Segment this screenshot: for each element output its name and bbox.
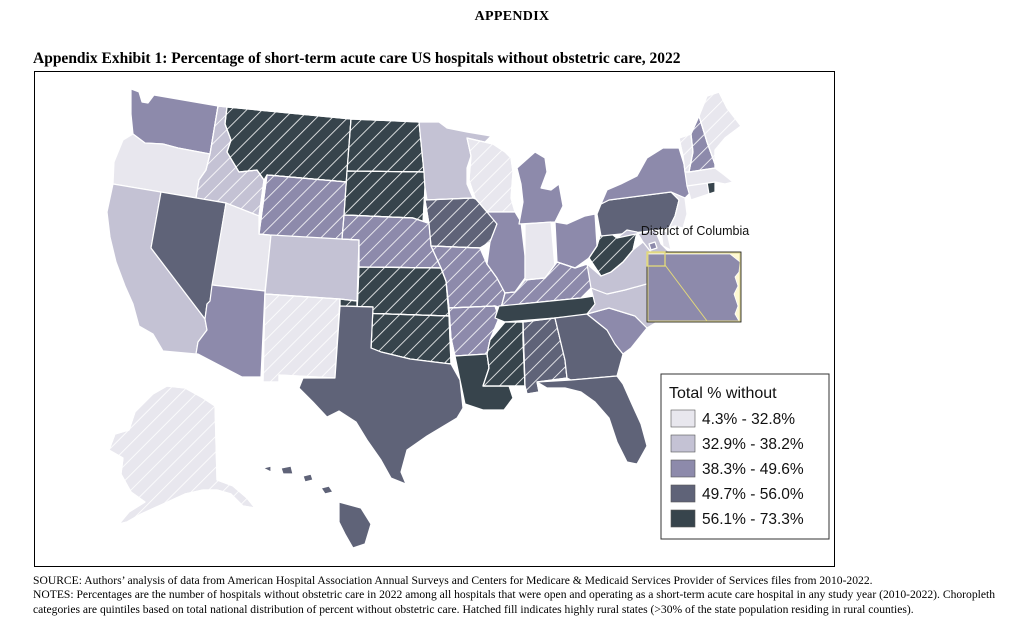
- state-ms[interactable]: [482, 321, 526, 387]
- map-frame: District of Columbia Total % without 4.3…: [34, 71, 835, 567]
- state-fill-hi: [262, 465, 372, 549]
- state-fill-dc: [648, 241, 658, 251]
- legend-label: 49.7% - 56.0%: [702, 486, 804, 503]
- state-wy[interactable]: [258, 174, 348, 243]
- state-az[interactable]: [195, 284, 266, 378]
- exhibit-title: Appendix Exhibit 1: Percentage of short-…: [33, 50, 681, 67]
- rural-hatch-wy: [258, 174, 348, 243]
- state-nd[interactable]: [346, 118, 425, 173]
- rural-hatch-ms: [482, 321, 526, 387]
- state-fill-tx: [298, 305, 464, 485]
- rural-hatch-wi: [466, 137, 516, 213]
- state-fill-de: [660, 229, 672, 251]
- state-mt[interactable]: [224, 106, 352, 183]
- state-ar[interactable]: [448, 305, 500, 357]
- state-ma[interactable]: [684, 167, 734, 187]
- rural-hatch-nm: [262, 293, 341, 383]
- legend-swatch: [670, 459, 696, 478]
- state-ri[interactable]: [706, 181, 716, 195]
- state-ak[interactable]: [108, 385, 256, 525]
- legend-label: 4.3% - 32.8%: [702, 411, 795, 428]
- legend: Total % without 4.3% - 32.8% 32.9% - 38.2…: [660, 373, 830, 540]
- legend-swatch: [670, 509, 696, 528]
- dc-inset-label: District of Columbia: [641, 224, 749, 238]
- appendix-heading: APPENDIX: [474, 9, 550, 24]
- state-al[interactable]: [522, 317, 568, 395]
- legend-item: 32.9% - 38.2%: [670, 434, 804, 453]
- legend-item: 56.1% - 73.3%: [670, 509, 804, 528]
- state-fill-nj: [668, 191, 688, 229]
- state-sd[interactable]: [343, 170, 426, 224]
- notes: NOTES: Percentages are the number of hos…: [33, 588, 996, 616]
- state-co[interactable]: [264, 234, 360, 302]
- rural-hatch-mt: [224, 106, 352, 183]
- states-layer: [106, 88, 742, 549]
- state-me[interactable]: [698, 91, 742, 165]
- state-ky[interactable]: [500, 261, 602, 309]
- legend-swatch: [670, 409, 696, 428]
- legend-item: 49.7% - 56.0%: [670, 484, 804, 503]
- rural-hatch-ak: [108, 385, 256, 525]
- state-fill-ma: [684, 167, 734, 187]
- state-dc[interactable]: [648, 241, 658, 251]
- rural-hatch-me: [698, 91, 742, 165]
- dc-inset-shape: [647, 253, 741, 322]
- legend-title: Total % without: [669, 385, 777, 402]
- legend-label: 56.1% - 73.3%: [702, 511, 804, 528]
- dc-inset: District of Columbia: [641, 224, 749, 323]
- state-fill-co: [264, 234, 360, 302]
- state-fill-mi: [516, 151, 564, 225]
- source-note: SOURCE: Authors’ analysis of data from A…: [33, 574, 873, 587]
- dc-callout-box: [646, 251, 666, 267]
- legend-item: 4.3% - 32.8%: [670, 409, 795, 428]
- legend-label: 38.3% - 49.6%: [702, 461, 804, 478]
- state-fl[interactable]: [536, 375, 648, 465]
- state-tx[interactable]: [298, 305, 464, 485]
- state-de[interactable]: [660, 229, 672, 251]
- us-choropleth-map: District of Columbia Total % without 4.3…: [106, 88, 830, 549]
- state-nj[interactable]: [668, 191, 688, 229]
- state-ne[interactable]: [341, 214, 442, 269]
- state-nm[interactable]: [262, 293, 341, 383]
- legend-swatch: [670, 484, 696, 503]
- state-fill-az: [195, 284, 266, 378]
- legend-swatch: [670, 434, 696, 453]
- state-fill-ri: [706, 181, 716, 195]
- rural-hatch-nd: [346, 118, 425, 173]
- state-hi[interactable]: [262, 465, 372, 549]
- footnotes: SOURCE: Authors’ analysis of data from A…: [33, 574, 1018, 617]
- legend-label: 32.9% - 38.2%: [702, 436, 804, 453]
- state-wi[interactable]: [466, 137, 516, 213]
- state-fill-fl: [536, 375, 648, 465]
- state-ia[interactable]: [424, 197, 498, 249]
- legend-item: 38.3% - 49.6%: [670, 459, 804, 478]
- state-mi[interactable]: [516, 151, 564, 225]
- state-ks[interactable]: [356, 266, 450, 317]
